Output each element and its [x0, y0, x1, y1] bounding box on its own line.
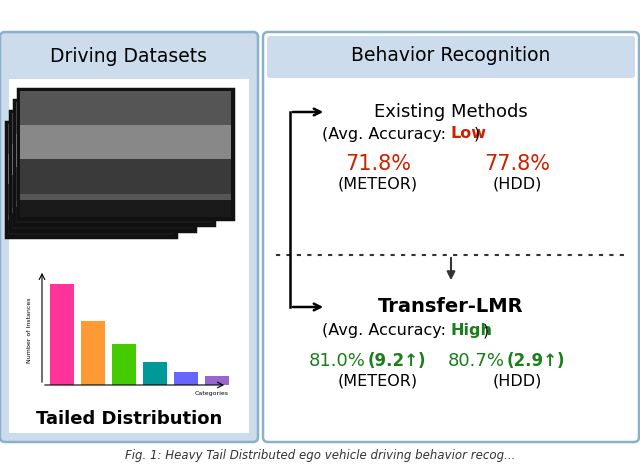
Text: (METEOR): (METEOR) [338, 177, 418, 192]
Text: Tailed Distribution: Tailed Distribution [36, 410, 222, 428]
Text: ): ) [483, 324, 489, 339]
Text: 81.0%: 81.0% [309, 352, 366, 370]
FancyBboxPatch shape [20, 91, 231, 125]
FancyBboxPatch shape [12, 208, 193, 229]
Text: (Avg. Accuracy:: (Avg. Accuracy: [322, 324, 451, 339]
FancyBboxPatch shape [267, 36, 635, 78]
FancyBboxPatch shape [8, 124, 174, 154]
Text: 80.7%: 80.7% [448, 352, 505, 370]
FancyBboxPatch shape [16, 207, 212, 223]
FancyBboxPatch shape [16, 201, 212, 223]
FancyBboxPatch shape [20, 159, 231, 217]
FancyBboxPatch shape [12, 213, 193, 229]
Text: Behavior Recognition: Behavior Recognition [351, 46, 550, 66]
FancyBboxPatch shape [9, 79, 249, 433]
FancyBboxPatch shape [22, 267, 232, 397]
Text: Categories: Categories [195, 391, 229, 396]
FancyBboxPatch shape [16, 102, 212, 134]
Text: Driving Datasets: Driving Datasets [51, 47, 207, 66]
Bar [81, 321, 105, 385]
Bar [205, 376, 229, 385]
FancyBboxPatch shape [20, 194, 231, 217]
FancyBboxPatch shape [6, 122, 176, 237]
FancyBboxPatch shape [263, 32, 639, 442]
FancyBboxPatch shape [8, 184, 174, 235]
FancyBboxPatch shape [8, 220, 174, 235]
FancyBboxPatch shape [20, 200, 231, 217]
Bar [273, 56, 629, 75]
FancyBboxPatch shape [16, 102, 212, 167]
FancyBboxPatch shape [0, 32, 258, 442]
FancyBboxPatch shape [12, 113, 193, 175]
FancyBboxPatch shape [12, 113, 193, 144]
Text: Transfer-LMR: Transfer-LMR [378, 298, 524, 317]
FancyBboxPatch shape [16, 167, 212, 223]
Text: (HDD): (HDD) [492, 177, 541, 192]
Bar [143, 362, 167, 385]
Text: (2.9↑): (2.9↑) [507, 352, 565, 370]
Text: (Avg. Accuracy:: (Avg. Accuracy: [322, 126, 451, 141]
Text: 77.8%: 77.8% [484, 154, 550, 174]
Text: High: High [451, 324, 493, 339]
FancyBboxPatch shape [8, 124, 174, 184]
Text: (METEOR): (METEOR) [338, 373, 418, 388]
FancyBboxPatch shape [18, 89, 233, 219]
FancyBboxPatch shape [8, 215, 174, 235]
FancyBboxPatch shape [14, 100, 214, 225]
FancyBboxPatch shape [4, 36, 254, 78]
Text: (9.2↑): (9.2↑) [368, 352, 426, 370]
Bar [50, 284, 74, 385]
Text: Low: Low [451, 126, 487, 141]
Text: Existing Methods: Existing Methods [374, 103, 528, 121]
FancyBboxPatch shape [10, 111, 195, 231]
Text: Fig. 1: Heavy Tail Distributed ego vehicle driving behavior recog...: Fig. 1: Heavy Tail Distributed ego vehic… [125, 449, 515, 461]
FancyBboxPatch shape [20, 91, 231, 159]
Text: Number of Instances: Number of Instances [28, 297, 33, 363]
Bar [112, 344, 136, 385]
Text: (HDD): (HDD) [492, 373, 541, 388]
Bar [174, 372, 198, 385]
Text: ): ) [474, 126, 480, 141]
Text: 71.8%: 71.8% [345, 154, 411, 174]
FancyBboxPatch shape [12, 175, 193, 229]
